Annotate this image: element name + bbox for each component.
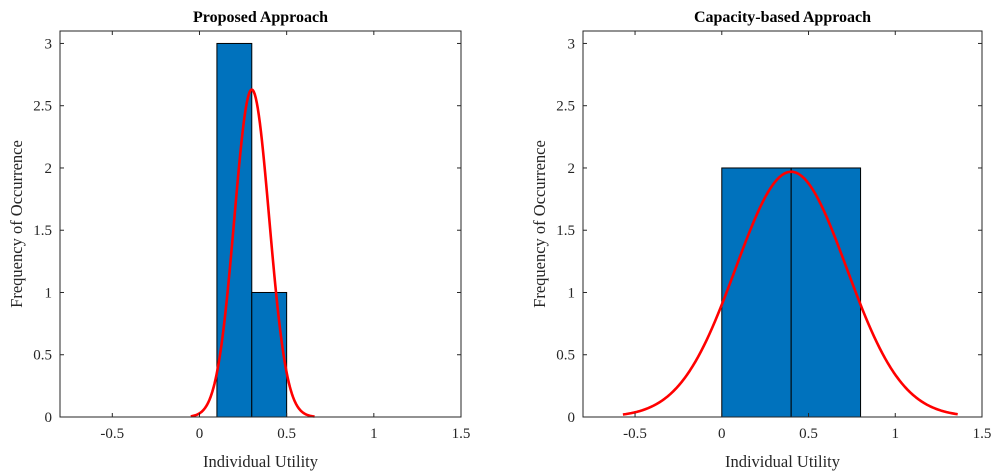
x-tick-label: 1.5: [973, 426, 992, 442]
histogram-bar: [251, 291, 288, 418]
axes-box: [582, 30, 983, 418]
x-tick-label: -0.5: [623, 426, 647, 442]
x-tick-label: -0.5: [100, 426, 124, 442]
x-tick-label: 1.5: [452, 426, 471, 442]
axes-box: [59, 30, 462, 418]
y-tick-label: 1: [568, 285, 576, 301]
y-tick-label: 2.5: [556, 99, 575, 115]
histogram-bar: [721, 167, 792, 418]
x-axis-label: Individual Utility: [203, 452, 319, 471]
y-tick-label: 1.5: [33, 223, 52, 239]
y-tick-label: 3: [45, 36, 53, 52]
y-axis-label: Frequency of Occurrence: [530, 140, 549, 308]
x-tick-label: 1: [892, 426, 900, 442]
chart-title: Proposed Approach: [193, 9, 328, 26]
y-tick-label: 0.5: [33, 348, 52, 364]
normal-fit-curve: [622, 170, 958, 416]
y-tick-label: 3: [568, 36, 576, 52]
x-tick-label: 1: [370, 426, 378, 442]
y-tick-label: 0: [45, 410, 53, 426]
x-tick-label: 0.5: [799, 426, 818, 442]
panel-proposed: -0.5 0 0.5 1 1.5 0 0.5 1 1.5 2 2.5 3 Proposed Approa…: [7, 9, 470, 471]
normal-fit-curve: [190, 88, 315, 418]
y-tick-label: 0: [568, 410, 576, 426]
y-tick-label: 2.5: [33, 99, 52, 115]
y-tick-label: 1.5: [556, 223, 575, 239]
y-tick-label: 2: [45, 161, 53, 177]
chart-title: Capacity-based Approach: [694, 9, 871, 26]
y-tick-label: 2: [568, 161, 576, 177]
y-axis-label: Frequency of Occurrence: [7, 140, 26, 308]
x-tick-label: 0.5: [277, 426, 296, 442]
y-tick-label: 0.5: [556, 348, 575, 364]
y-tick-label: 1: [45, 285, 53, 301]
histogram-bar: [790, 167, 862, 418]
x-tick-label: 0: [718, 426, 726, 442]
x-tick-label: 0: [196, 426, 204, 442]
panel-capacity-based: -0.5 0 0.5 1 1.5 0 0.5 1 1.5 2 2.5 3 Capacity-based …: [530, 9, 991, 471]
x-axis-label: Individual Utility: [725, 452, 841, 471]
